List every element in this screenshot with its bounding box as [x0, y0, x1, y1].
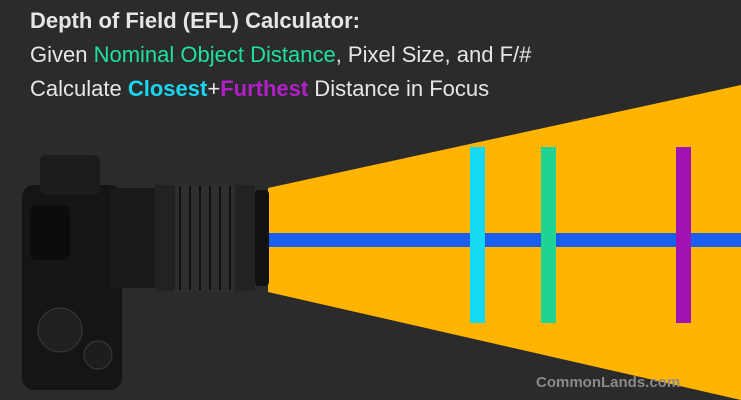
title-line: Depth of Field (EFL) Calculator:	[30, 8, 360, 34]
closest-plane	[470, 147, 485, 323]
highlight: Nominal Object Distance	[94, 42, 336, 67]
text: , Pixel Size, and F/#	[336, 42, 532, 67]
page: Depth of Field (EFL) Calculator: Given N…	[0, 0, 741, 400]
text: Distance in Focus	[308, 76, 489, 101]
optical-axis	[268, 233, 741, 247]
text: Given	[30, 42, 94, 67]
text: Depth of Field (EFL) Calculator:	[30, 8, 360, 33]
highlight: Closest	[128, 76, 207, 101]
camera	[22, 155, 269, 390]
subtitle-line: Given Nominal Object Distance, Pixel Siz…	[30, 42, 531, 68]
highlight: Furthest	[220, 76, 308, 101]
nominal-plane	[541, 147, 556, 323]
subtitle-line: Calculate Closest+Furthest Distance in F…	[30, 76, 489, 102]
text: +	[207, 76, 220, 101]
text: Calculate	[30, 76, 128, 101]
watermark: CommonLands.com	[536, 374, 680, 391]
furthest-plane	[676, 147, 691, 323]
